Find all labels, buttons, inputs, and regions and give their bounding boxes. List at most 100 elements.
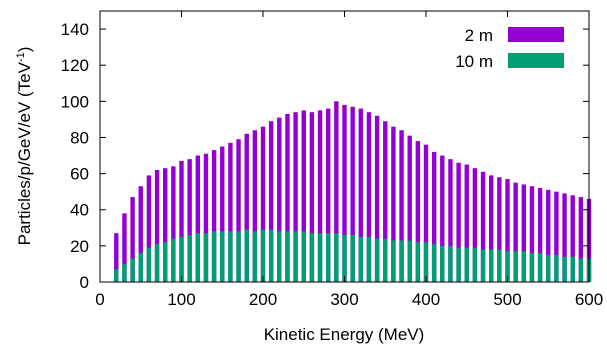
bar-10m bbox=[309, 233, 315, 282]
bar-2m bbox=[146, 175, 152, 282]
bar-10m bbox=[268, 229, 274, 282]
bar-2m bbox=[440, 155, 445, 282]
bar-10m bbox=[529, 253, 535, 282]
bar-10m bbox=[114, 269, 119, 282]
y-tick-label: 80 bbox=[70, 128, 89, 147]
bar-10m bbox=[130, 258, 135, 282]
bar-2m bbox=[423, 144, 429, 282]
bar-2m bbox=[497, 177, 502, 282]
bar-2m bbox=[228, 142, 233, 282]
bar-10m bbox=[423, 242, 429, 282]
bar-2m bbox=[277, 117, 282, 282]
y-tick-label: 40 bbox=[70, 201, 89, 220]
bar-10m bbox=[570, 256, 575, 282]
bar-2m bbox=[554, 191, 559, 282]
x-tick-label: 300 bbox=[330, 290, 358, 309]
bar-10m bbox=[195, 233, 200, 282]
bar-2m bbox=[252, 130, 258, 282]
bar-2m bbox=[407, 135, 412, 282]
bar-10m bbox=[374, 238, 380, 282]
legend-label-2m: 2 m bbox=[465, 26, 493, 45]
bar-2m bbox=[122, 213, 127, 282]
bar-10m bbox=[489, 249, 494, 282]
bar-10m bbox=[211, 231, 217, 282]
bar-2m bbox=[472, 168, 478, 282]
bar-2m bbox=[154, 169, 160, 282]
bar-10m bbox=[228, 231, 233, 282]
bar-10m bbox=[358, 236, 363, 282]
bar-10m bbox=[383, 238, 388, 282]
x-tick-label: 500 bbox=[493, 290, 521, 309]
bar-2m bbox=[391, 126, 396, 282]
legend-swatch-10m bbox=[508, 53, 564, 68]
bar-10m bbox=[203, 233, 209, 282]
bar-2m bbox=[309, 112, 315, 282]
bar-10m bbox=[546, 254, 551, 282]
bar-10m bbox=[505, 251, 510, 282]
bar-2m bbox=[268, 121, 274, 283]
bar-10m bbox=[350, 235, 355, 282]
bar-2m bbox=[546, 189, 551, 282]
y-tick-label: 140 bbox=[61, 20, 89, 39]
bar-10m bbox=[562, 256, 567, 282]
bar-2m bbox=[179, 160, 184, 282]
y-tick-label: 100 bbox=[61, 92, 89, 111]
bar-10m bbox=[171, 238, 176, 282]
x-tick-label: 400 bbox=[412, 290, 440, 309]
bar-2m bbox=[114, 233, 119, 282]
bar-10m bbox=[187, 235, 192, 282]
bar-10m bbox=[285, 231, 290, 282]
bar-10m bbox=[391, 240, 396, 282]
bar-10m bbox=[236, 231, 241, 282]
bar-10m bbox=[334, 233, 339, 282]
bar-10m bbox=[431, 244, 437, 282]
bar-10m bbox=[293, 231, 298, 282]
bar-2m bbox=[513, 182, 518, 282]
bar-2m bbox=[187, 159, 192, 282]
x-axis-title: Kinetic Energy (MeV) bbox=[264, 325, 425, 344]
bar-2m bbox=[285, 113, 290, 282]
bar-10m bbox=[537, 253, 543, 282]
bar-2m bbox=[244, 133, 249, 282]
bar-2m bbox=[366, 112, 372, 282]
bar-10m bbox=[179, 236, 184, 282]
bar-10m bbox=[407, 240, 412, 282]
bar-2m bbox=[537, 188, 543, 282]
legend-swatch-2m bbox=[508, 27, 564, 42]
bar-2m bbox=[383, 121, 388, 283]
bar-10m bbox=[220, 231, 225, 282]
bar-2m bbox=[399, 130, 404, 282]
y-axis-title: Particles/p/GeV/eV (TeV-1) bbox=[15, 47, 34, 246]
y-axis-title-close: ) bbox=[15, 47, 34, 53]
bar-2m bbox=[505, 179, 510, 282]
bar-2m bbox=[464, 164, 469, 282]
bar-10m bbox=[448, 245, 453, 282]
bar-2m bbox=[456, 162, 461, 282]
bar-2m bbox=[293, 112, 298, 282]
bar-2m bbox=[448, 159, 453, 282]
bar-10m bbox=[415, 242, 421, 282]
bar-10m bbox=[440, 245, 445, 282]
bar-10m bbox=[244, 229, 249, 282]
series-10m-bars bbox=[114, 229, 592, 282]
bar-2m bbox=[211, 150, 217, 282]
y-axis-title-main: Particles/p/GeV/eV (TeV bbox=[15, 61, 34, 245]
bar-2m bbox=[374, 115, 380, 282]
bar-2m bbox=[138, 186, 143, 282]
bar-2m bbox=[334, 101, 339, 282]
bar-10m bbox=[513, 251, 518, 282]
bar-2m bbox=[130, 197, 135, 282]
bar-2m bbox=[163, 168, 168, 282]
y-tick-label: 60 bbox=[70, 165, 89, 184]
bar-10m bbox=[497, 249, 502, 282]
bar-10m bbox=[366, 236, 372, 282]
x-tick-label: 600 bbox=[575, 290, 603, 309]
bar-2m bbox=[570, 195, 575, 282]
bar-10m bbox=[472, 247, 478, 282]
bar-2m bbox=[317, 110, 323, 283]
bar-10m bbox=[464, 247, 469, 282]
bar-2m bbox=[326, 108, 331, 282]
bar-2m bbox=[431, 151, 437, 282]
bar-10m bbox=[326, 233, 331, 282]
bar-10m bbox=[122, 263, 127, 282]
